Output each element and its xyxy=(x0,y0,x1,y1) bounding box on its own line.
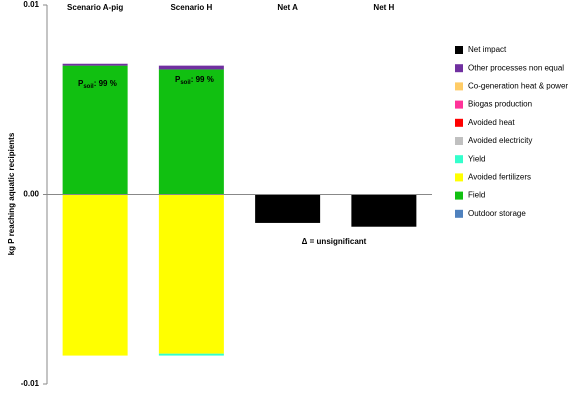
legend-swatch xyxy=(455,46,463,54)
y-axis-label: kg P reaching aquatic recipients xyxy=(7,132,16,255)
legend-swatch xyxy=(455,137,463,145)
legend-label: Other processes non equal xyxy=(468,63,564,72)
legend-swatch xyxy=(455,64,463,73)
annotation: Psoil: 99 % xyxy=(175,75,214,85)
annotation-sub: soil xyxy=(83,84,94,90)
legend-label: Co-generation heat & power xyxy=(468,82,568,91)
legend-label: Avoided electricity xyxy=(468,136,532,145)
annotation-base: P xyxy=(78,79,84,88)
legend-label: Avoided heat xyxy=(468,118,515,127)
legend-swatch xyxy=(455,118,463,127)
category-label: Scenario H xyxy=(170,3,212,12)
y-tick-label: 0.01 xyxy=(23,0,39,9)
y-tick-label: -0.01 xyxy=(21,379,40,388)
annotation-base: P xyxy=(175,75,181,84)
legend-label: Avoided fertilizers xyxy=(468,173,531,182)
legend-label: Biogas production xyxy=(468,100,532,109)
annotation-suffix: : 99 % xyxy=(191,75,214,84)
bar-segment xyxy=(62,63,128,66)
annotation: Psoil: 99 % xyxy=(78,79,117,89)
bar-segment xyxy=(158,353,224,356)
legend-swatch xyxy=(455,155,463,164)
legend-label: Outdoor storage xyxy=(468,209,526,218)
legend-label: Yield xyxy=(468,154,486,163)
legend-swatch xyxy=(455,100,463,109)
bar-segment xyxy=(351,194,417,227)
bar-segment xyxy=(158,69,224,195)
annotation-sub: soil xyxy=(180,80,191,86)
category-label: Net H xyxy=(373,3,394,12)
bar-segment xyxy=(62,65,128,195)
legend-swatch xyxy=(455,191,463,200)
legend-swatch xyxy=(455,173,463,182)
legend-swatch xyxy=(455,82,463,91)
legend-swatch xyxy=(455,209,463,218)
category-label: Scenario A-pig xyxy=(67,3,123,12)
y-tick-label: 0.00 xyxy=(23,190,39,199)
legend-label: Field xyxy=(468,191,485,200)
legend-label: Net impact xyxy=(468,45,507,54)
annotation-suffix: : 99 % xyxy=(94,79,117,88)
bar-segment xyxy=(62,194,128,356)
bar-segment xyxy=(158,194,224,354)
bar-segment xyxy=(255,194,321,223)
bar-segment xyxy=(158,65,224,70)
annotation: Δ = unsignificant xyxy=(302,237,367,246)
category-label: Net A xyxy=(277,3,298,12)
